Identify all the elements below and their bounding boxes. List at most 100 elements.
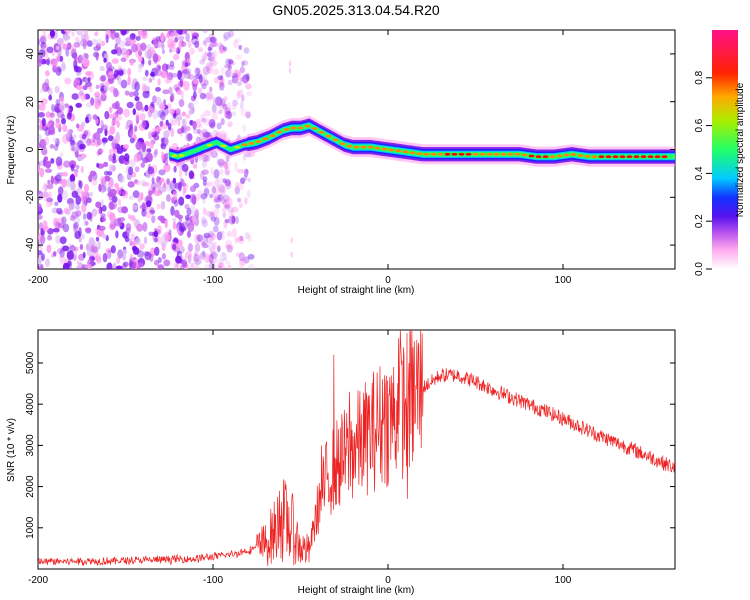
spectrogram-noise-blob	[148, 59, 152, 66]
spectrogram-noise-blob	[218, 262, 225, 269]
spectrogram-noise-blob	[46, 46, 54, 54]
spectrogram-noise-blob	[62, 124, 68, 132]
spectrogram-noise-blob	[41, 253, 45, 261]
spectrogram-noise-blob	[201, 73, 208, 84]
spectrogram-noise-blob	[210, 257, 217, 264]
spectrogram-noise-blob	[195, 118, 202, 128]
spectrogram-noise-blob	[120, 30, 127, 36]
spectrogram-noise-blob	[160, 151, 165, 161]
spectrogram-noise-blob	[79, 90, 84, 96]
spectrogram-noise-blob	[193, 253, 200, 262]
spectrogram-ridge-core	[220, 144, 227, 148]
spectrogram-noise-blob	[203, 187, 210, 197]
spectrogram-noise-blob	[85, 243, 90, 251]
spectrogram-noise-blob	[102, 176, 106, 187]
spectrogram-noise-blob	[108, 148, 116, 155]
spectrogram-noise-blob	[155, 96, 162, 106]
spectrogram-noise-blob	[202, 131, 210, 138]
colorbar-ticks: 0.0 0.2 0.4 0.6 0.8	[694, 70, 712, 276]
spectrogram-noise-blob	[247, 234, 252, 243]
spectrogram-noise-blob	[102, 252, 108, 263]
spectrogram-noise-blob	[193, 79, 198, 85]
spectrogram-noise-blob	[106, 262, 113, 269]
spectrogram-noise-blob	[124, 125, 133, 130]
spectrogram-noise-blob	[134, 166, 140, 173]
spectrogram-noise-blob	[240, 177, 246, 185]
spectrogram-noise-blob	[75, 164, 80, 170]
spectrogram-ridge-core	[437, 152, 444, 156]
spectrogram-noise-blob	[207, 52, 214, 62]
spectrogram-noise-blob	[54, 201, 59, 206]
spectrogram-noise-blob	[156, 264, 164, 269]
spectrogram-noise-blob	[204, 36, 212, 44]
spectrogram-noise-blob	[182, 118, 187, 128]
spectrogram-noise-blob	[150, 71, 155, 77]
spectrogram-ridge-core	[430, 152, 437, 156]
spectrogram-noise-blob	[110, 30, 117, 40]
spectrogram-noise-blob	[98, 183, 102, 192]
x-tick-label: -200	[28, 275, 48, 286]
spectrogram-noise-blob	[162, 89, 170, 95]
spectrogram-noise-blob	[194, 243, 201, 252]
spectrogram-noise-blob	[76, 123, 80, 129]
spectrogram-noise-blob	[186, 58, 192, 63]
spectrogram-ridge-core	[647, 155, 654, 159]
spectrogram-noise-blob	[48, 87, 53, 96]
spectrogram-noise-blob	[91, 208, 98, 217]
spectrogram-noise-blob	[77, 91, 82, 100]
spectrogram-noise-blob	[74, 36, 80, 42]
spectrogram-noise-blob	[46, 184, 54, 190]
spectrogram-noise-blob	[180, 264, 184, 269]
spectrogram-noise-blob	[169, 94, 174, 103]
spectrogram-noise-blob	[194, 66, 198, 74]
spectrogram-noise-blob	[148, 105, 154, 115]
spectrogram-noise-blob	[38, 59, 43, 67]
spectrogram-noise-blob	[140, 162, 146, 168]
spectrogram-noise-blob	[122, 144, 129, 149]
spectrogram-noise-blob	[157, 257, 162, 264]
spectrogram-noise-blob	[82, 264, 88, 269]
chart-title: GN05.2025.313.04.54.R20	[272, 2, 440, 18]
spectrogram-noise-blob	[132, 90, 139, 97]
spectrogram-noise-blob	[70, 163, 75, 172]
spectrogram-ridge-band	[169, 123, 675, 160]
spectrogram-noise-blob	[177, 70, 182, 80]
x-tick-label: -100	[203, 275, 223, 286]
spectrogram-noise-blob	[172, 221, 176, 230]
spectrogram-noise-blob	[62, 43, 67, 50]
spectrogram-noise-blob	[239, 88, 244, 98]
spectrogram-noise-blob	[239, 202, 243, 209]
spectrogram-noise-blob	[216, 231, 223, 241]
spectrogram-noise-blob	[193, 91, 197, 100]
spectrogram-noise-blob	[49, 30, 56, 38]
spectrogram-noise-blob	[48, 125, 55, 134]
spectrogram-noise-blob	[104, 110, 110, 120]
spectrogram-noise-blob	[164, 234, 169, 243]
spectrogram-noise-blob	[231, 215, 236, 224]
spectrogram-noise-blob	[198, 123, 203, 129]
spectrogram-noise-blob	[45, 70, 50, 77]
spectrogram-noise-blob	[154, 246, 160, 256]
spectrogram-noise-blob	[183, 255, 187, 262]
spectrogram-noise-blob	[59, 236, 67, 245]
spectrogram-noise-blob	[56, 248, 63, 254]
spectrogram-noise-blob	[105, 34, 109, 44]
spectrogram-noise-blob	[220, 185, 227, 195]
spectrogram-noise-blob	[220, 195, 225, 201]
spectrogram-noise-blob	[59, 55, 64, 62]
spectrogram-noise-blob	[192, 214, 197, 223]
spectrogram-noise-blob	[85, 116, 90, 124]
spectrogram-noise-blob	[85, 227, 92, 234]
spectrogram-ridge-core	[605, 155, 612, 159]
spectrogram-noise-blob	[210, 59, 218, 67]
spectrogram-noise-blob	[224, 218, 230, 224]
spectrogram-noise-blob	[209, 193, 214, 199]
spectrogram-noise-blob	[201, 219, 208, 228]
spectrogram-noise-blob	[118, 198, 122, 206]
spectrogram-ridge-band	[169, 122, 675, 161]
spectrogram-noise-blob	[212, 68, 220, 75]
spectrogram-noise-blob	[215, 186, 223, 195]
spectrogram-noise-blob	[160, 143, 167, 150]
spectrogram-noise-blob	[201, 216, 207, 224]
spectrogram-noise-blob	[201, 250, 206, 258]
